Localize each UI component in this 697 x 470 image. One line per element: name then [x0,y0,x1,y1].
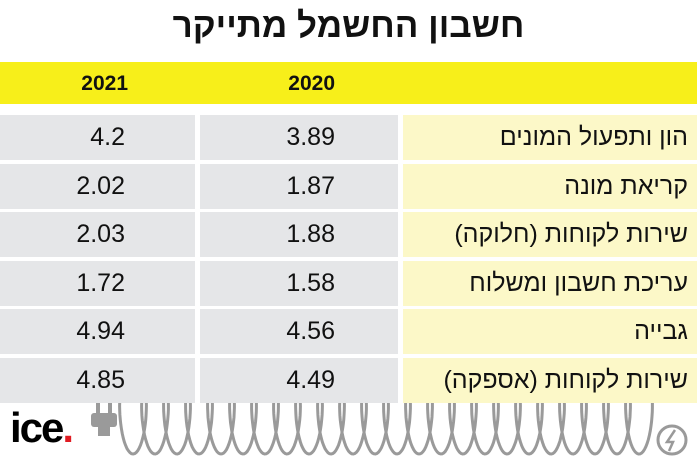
value-cell [200,260,398,306]
value-cell [200,163,398,209]
value-2021: 4.2 [90,123,125,151]
value-cell [0,212,195,258]
value-cell [0,309,195,355]
bolt [664,429,677,452]
value-2020: 1.58 [286,268,335,297]
logo-text: ice [10,404,64,451]
column-header: 2021 [81,72,128,95]
column-header: 2020 [288,72,335,95]
value-cell [0,260,195,306]
value-2020: 4.56 [286,317,335,346]
value-2020: 4.49 [286,366,335,394]
value-2021: 4.85 [76,366,125,394]
label-cell [403,163,697,209]
value-cell [200,212,398,258]
value-2021: 2.03 [76,220,125,249]
value-2021: 2.02 [76,171,125,200]
row-label: שירות לקוחות (אספקה) [443,366,688,394]
label-cell [403,212,697,258]
logo-dot: . [62,404,74,451]
label-cell [403,260,697,306]
value-2021: 1.72 [76,268,125,297]
value-cell [200,358,398,403]
row-label: עריכת חשבון ומשלוח [469,268,688,297]
value-cell [0,115,195,160]
value-cell [0,358,195,403]
value-2021: 4.94 [76,317,125,346]
value-2020: 1.87 [286,171,335,200]
value-cell [200,115,398,160]
title: חשבון החשמל מתייקר [172,6,525,45]
row-label: קריאת מונה [564,171,688,200]
header-band [0,62,697,104]
value-2020: 1.88 [286,220,335,249]
value-cell [0,163,195,209]
label-cell [403,309,697,355]
label-cell [403,358,697,403]
label-cell [403,115,697,160]
row-label: גבייה [634,317,688,346]
row-label: שירות לקוחות (חלוקה) [454,220,688,249]
value-2020: 3.89 [286,123,335,151]
bolt-icon [656,424,688,456]
row-label: הון ותפעול המונים [499,123,688,151]
value-cell [200,309,398,355]
logo: ice. [10,404,74,452]
plug [91,402,117,436]
